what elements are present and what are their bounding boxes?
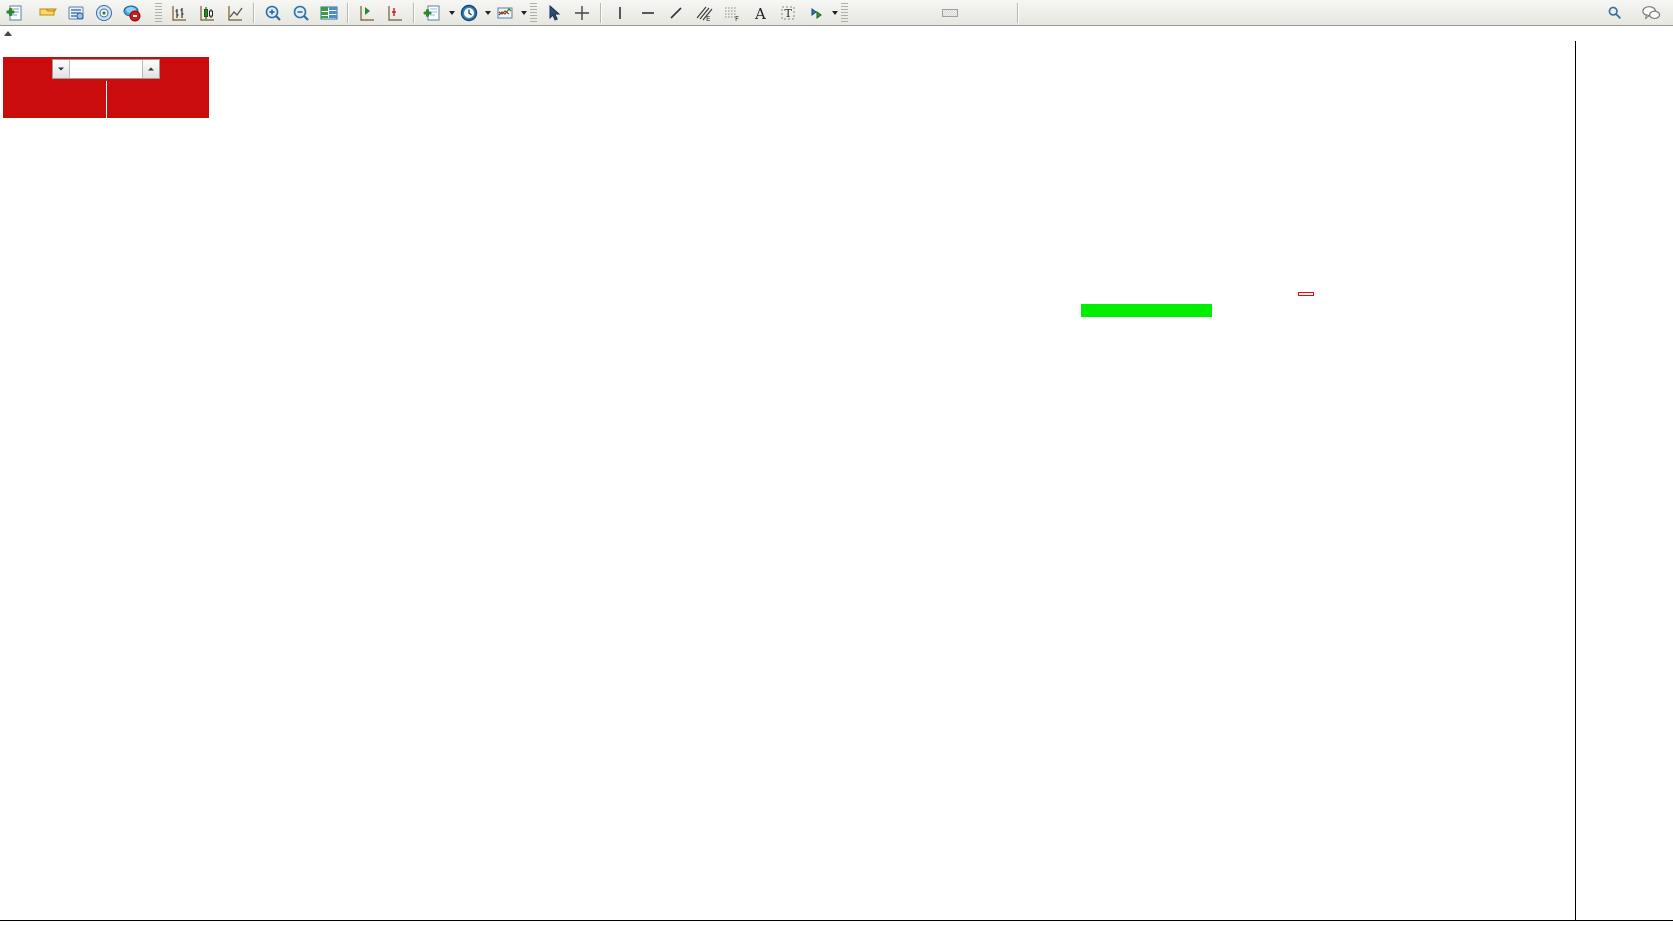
sell-price-fraction xyxy=(54,98,56,116)
svg-text:A: A xyxy=(754,5,766,23)
candlestick-chart-icon[interactable] xyxy=(193,1,221,25)
indicators-icon[interactable] xyxy=(491,1,519,25)
template-icon[interactable] xyxy=(419,1,447,25)
chart-canvas xyxy=(0,41,1673,949)
volume-input[interactable] xyxy=(70,60,142,78)
timeframe-d1[interactable] xyxy=(960,9,976,17)
new-order-icon[interactable] xyxy=(0,1,28,25)
period-dropdown-caret[interactable] xyxy=(485,10,491,15)
toolbar-separator xyxy=(253,2,255,23)
chart-area[interactable] xyxy=(0,41,1673,949)
indicators-dropdown-caret[interactable] xyxy=(521,10,527,15)
highlight-zone-rectangle[interactable] xyxy=(1081,304,1212,317)
toolbar-grip[interactable] xyxy=(155,2,162,23)
svg-text:F: F xyxy=(735,15,739,23)
toolbar-separator-2 xyxy=(347,2,349,23)
timeframe-w1[interactable] xyxy=(978,9,994,17)
timeframe-mn[interactable] xyxy=(996,9,1012,17)
price-scale[interactable] xyxy=(1575,41,1673,949)
buy-button[interactable] xyxy=(163,57,209,81)
fibonacci-icon[interactable]: F xyxy=(718,1,746,25)
main-toolbar: E F A T xyxy=(0,0,1673,26)
vline-icon[interactable] xyxy=(606,1,634,25)
bar-chart-icon[interactable] xyxy=(165,1,193,25)
objects-icon[interactable] xyxy=(802,1,830,25)
text-icon[interactable]: A xyxy=(746,1,774,25)
timeframe-h4[interactable] xyxy=(942,8,958,17)
toolbar-grip-3[interactable] xyxy=(841,2,848,23)
sell-price[interactable] xyxy=(3,81,107,118)
volume-decrement-icon[interactable] xyxy=(53,60,70,78)
template-dropdown-caret[interactable] xyxy=(449,10,455,15)
timeframe-m5[interactable] xyxy=(870,9,886,17)
timeframe-m30[interactable] xyxy=(906,9,922,17)
toolbar-separator-4 xyxy=(600,2,602,23)
sell-button[interactable] xyxy=(3,57,49,81)
toolbar-separator-5 xyxy=(1017,2,1019,23)
symbol-info-bar xyxy=(0,26,1673,41)
buy-price-fraction xyxy=(157,98,159,116)
timeframe-m1[interactable] xyxy=(852,9,868,17)
shift-end-icon[interactable] xyxy=(353,1,381,25)
buy-price[interactable] xyxy=(107,81,210,118)
line-chart-icon[interactable] xyxy=(221,1,249,25)
time-axis xyxy=(0,920,1673,949)
volume-increment-icon[interactable] xyxy=(142,60,159,78)
equidistant-channel-icon[interactable]: E xyxy=(690,1,718,25)
auto-scroll-icon[interactable] xyxy=(381,1,409,25)
svg-text:T: T xyxy=(785,7,793,20)
data-window-icon[interactable] xyxy=(315,1,343,25)
navigator-icon[interactable] xyxy=(90,1,118,25)
svg-text:E: E xyxy=(706,15,710,23)
volume-stepper[interactable] xyxy=(52,59,160,79)
toolbar-separator-3 xyxy=(413,2,415,23)
zoom-in-icon[interactable] xyxy=(259,1,287,25)
zoom-out-icon[interactable] xyxy=(287,1,315,25)
autotrading-icon[interactable] xyxy=(118,1,146,25)
hline-icon[interactable] xyxy=(634,1,662,25)
chat-icon[interactable] xyxy=(1637,1,1665,25)
text-label-icon[interactable]: T xyxy=(774,1,802,25)
timeframe-h1[interactable] xyxy=(924,9,940,17)
timeframe-m15[interactable] xyxy=(888,9,904,17)
trendline-icon[interactable] xyxy=(662,1,690,25)
one-click-trading-panel[interactable] xyxy=(2,56,210,119)
search-icon[interactable] xyxy=(1601,1,1629,25)
collapse-triangle-icon[interactable] xyxy=(4,31,12,36)
crosshair-icon[interactable] xyxy=(568,1,596,25)
toolbar-grip-2[interactable] xyxy=(530,2,537,23)
cursor-icon[interactable] xyxy=(540,1,568,25)
market-watch-icon[interactable] xyxy=(62,1,90,25)
period-icon[interactable] xyxy=(455,1,483,25)
objects-dropdown-caret[interactable] xyxy=(832,10,838,15)
price-annotation-tag[interactable] xyxy=(1298,292,1314,296)
folder-icon[interactable] xyxy=(34,1,62,25)
